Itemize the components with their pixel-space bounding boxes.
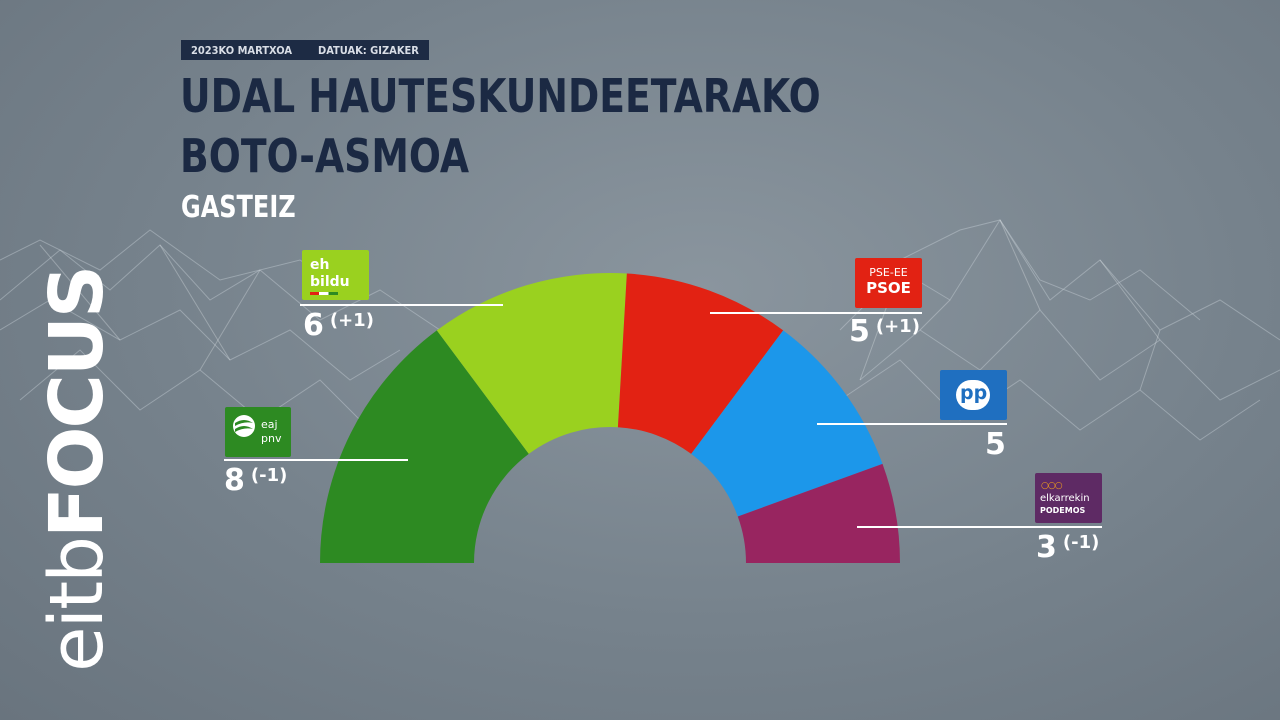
logo-text-line1: elkarrekin bbox=[1040, 493, 1090, 504]
party-logo-elkarrekin-podemos: ○○○ elkarrekin PODEMOS bbox=[1035, 473, 1102, 523]
seat-label-eh-bildu: 6 (+1) bbox=[303, 308, 374, 343]
logo-text-line2: pnv bbox=[261, 432, 282, 445]
seat-wedge-eaj-pnv bbox=[320, 330, 529, 563]
bildu-stripe-icon bbox=[310, 292, 338, 295]
eaj-pnv-symbol-icon bbox=[233, 415, 255, 437]
header-source: DATUAK: GIZAKER bbox=[317, 43, 419, 57]
logo-text-line1: pp bbox=[960, 382, 988, 404]
logo-text-line2: PODEMOS bbox=[1040, 506, 1086, 515]
seat-count: 6 bbox=[303, 308, 324, 343]
seat-wedge-pse-ee-psoe bbox=[617, 273, 784, 454]
seat-wedge-elkarrekin-podemos bbox=[737, 463, 900, 563]
seat-change: (-1) bbox=[250, 465, 288, 486]
header-date: 2023KO MARTXOA bbox=[191, 43, 292, 57]
logo-text-line2: bildu bbox=[310, 274, 350, 290]
party-logo-pse-ee-psoe: PSE-EE PSOE bbox=[855, 258, 922, 308]
podemos-circles-icon: ○○○ bbox=[1041, 481, 1063, 491]
seat-count: 5 bbox=[849, 314, 870, 349]
party-logo-eaj-pnv: eaj pnv bbox=[225, 407, 291, 457]
party-logo-pp: pp bbox=[940, 370, 1007, 420]
seat-change: (-1) bbox=[1062, 532, 1100, 553]
logo-text-line2: PSOE bbox=[866, 279, 911, 297]
title-line-2: BOTO-ASMOA bbox=[180, 129, 470, 183]
seat-label-pse-ee-psoe: 5 (+1) bbox=[849, 314, 920, 349]
seat-label-pp: 5 bbox=[985, 427, 1012, 462]
seat-label-eaj-pnv: 8 (-1) bbox=[224, 463, 287, 498]
seat-change: (+1) bbox=[329, 310, 374, 331]
header-bar: 2023KO MARTXOA DATUAK: GIZAKER bbox=[181, 40, 429, 60]
title-line-1: UDAL HAUTESKUNDEETARAKO bbox=[180, 69, 821, 123]
logo-text-line1: eh bbox=[310, 257, 330, 273]
seat-wedge-eh-bildu bbox=[436, 273, 627, 454]
logo-text-line1: PSE-EE bbox=[869, 266, 908, 279]
logo-text-line1: eaj bbox=[261, 418, 278, 431]
city-name: GASTEIZ bbox=[181, 190, 296, 225]
seat-change: (+1) bbox=[875, 316, 920, 337]
seat-count: 8 bbox=[224, 463, 245, 498]
pp-badge-icon bbox=[956, 380, 990, 410]
seat-wedge-pp bbox=[691, 330, 883, 517]
party-logo-eh-bildu: eh bildu bbox=[302, 250, 369, 300]
seat-label-elkarrekin-podemos: 3 (-1) bbox=[1036, 530, 1099, 565]
seat-count: 5 bbox=[985, 427, 1006, 462]
page-title: UDAL HAUTESKUNDEETARAKO BOTO-ASMOA bbox=[180, 66, 821, 186]
seat-count: 3 bbox=[1036, 530, 1057, 565]
